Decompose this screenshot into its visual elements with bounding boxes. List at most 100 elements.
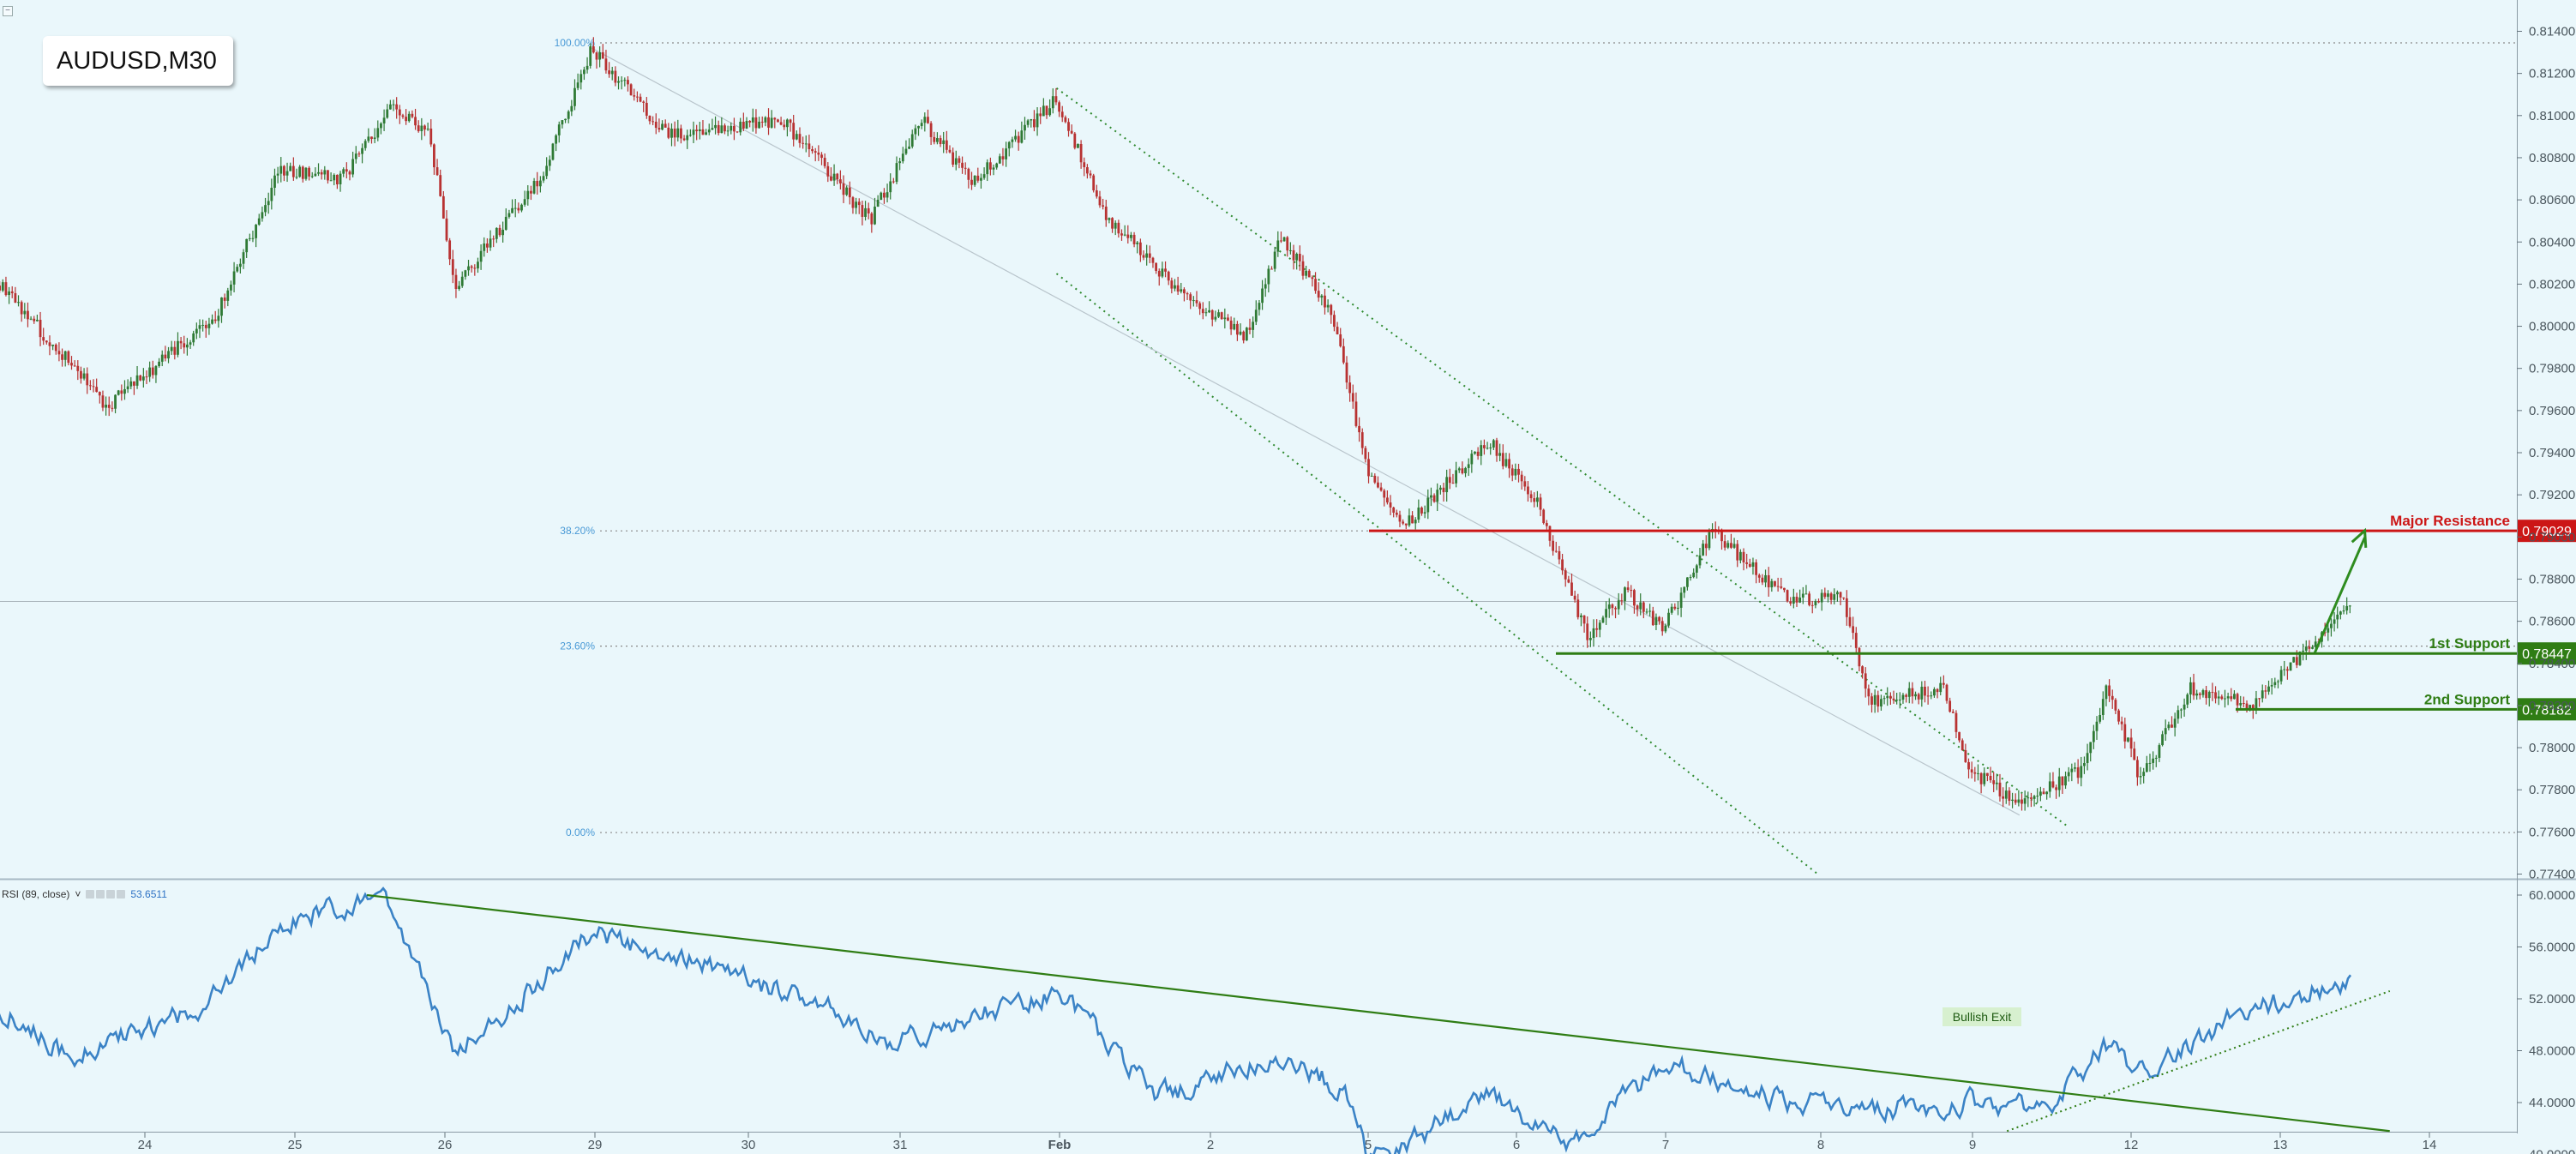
- candle: [1048, 99, 1052, 117]
- candle: [1992, 772, 1996, 792]
- more-icon[interactable]: [117, 890, 126, 899]
- price-tick-label: 0.81200: [2529, 67, 2575, 81]
- candle: [1880, 694, 1882, 711]
- rsi-tick-label: 48.0000: [2529, 1044, 2575, 1059]
- time-tick-label: 2: [1207, 1138, 1214, 1152]
- level-first-support[interactable]: 1st Support 0.78447: [1556, 635, 2576, 665]
- support-resistance-levels[interactable]: Major Resistance 0.79029 1st Support 0.7844…: [1369, 513, 2576, 721]
- candle: [105, 396, 108, 416]
- candle: [1020, 121, 1024, 144]
- level-major-resistance[interactable]: Major Resistance 0.79029: [1369, 513, 2576, 543]
- candle: [1145, 244, 1149, 266]
- candle: [2189, 676, 2192, 704]
- price-axis[interactable]: 0.81400 0.81200 0.81000 0.80800 0.80600 0.804…: [2517, 25, 2575, 882]
- candle: [207, 317, 211, 335]
- candle: [1905, 693, 1908, 703]
- candle: [2242, 696, 2245, 707]
- rsi-pane[interactable]: [0, 881, 2517, 1131]
- candle: [1114, 220, 1117, 236]
- candle: [4, 276, 8, 297]
- candle: [1624, 586, 1626, 610]
- candle: [2302, 643, 2305, 661]
- candle: [998, 153, 1001, 165]
- candle: [661, 120, 664, 131]
- collapse-toggle-icon[interactable]: −: [3, 6, 13, 16]
- candle: [1098, 190, 1102, 208]
- candle: [133, 381, 135, 395]
- candle: [426, 123, 429, 131]
- candle: [2083, 756, 2086, 774]
- candle: [388, 99, 392, 110]
- candle: [2264, 685, 2267, 699]
- rsi-trendline[interactable]: [366, 893, 2390, 1133]
- candle: [1539, 493, 1542, 517]
- candle: [610, 66, 614, 81]
- candle: [792, 114, 796, 147]
- candle: [1642, 601, 1645, 619]
- candle: [1798, 589, 1802, 604]
- candle: [148, 361, 152, 382]
- rsi-dotted-trendline[interactable]: [2006, 989, 2391, 1133]
- channel-middle-line[interactable]: [591, 47, 2021, 816]
- close-icon[interactable]: [106, 890, 116, 899]
- candle: [2214, 686, 2217, 704]
- candle: [2292, 657, 2296, 663]
- candle: [1198, 301, 1202, 316]
- candle: [2152, 751, 2155, 770]
- price-axis-level-tag: [2518, 642, 2576, 665]
- candle: [1667, 608, 1670, 628]
- candle: [2183, 698, 2186, 717]
- candle: [608, 62, 610, 78]
- rsi-legend-menu-icon[interactable]: ˅: [75, 888, 81, 900]
- descending-channel[interactable]: [591, 47, 2070, 875]
- candle: [648, 115, 652, 125]
- rsi-legend-buttons[interactable]: [86, 890, 126, 899]
- candle: [1645, 608, 1648, 615]
- candle: [795, 130, 798, 141]
- candle: [927, 109, 929, 124]
- candle: [883, 188, 886, 204]
- rsi-legend[interactable]: RSI (89, close) ˅ 53.6511: [2, 886, 167, 903]
- candle: [1295, 252, 1299, 270]
- time-axis[interactable]: 24 25 26 29 30 31 Feb 2 5 6 7 8 9 12 13 14: [138, 1133, 2437, 1152]
- candle: [1520, 471, 1523, 490]
- candle: [423, 124, 426, 136]
- rsi-legend-value: 53.6511: [130, 888, 167, 900]
- level-second-support[interactable]: 2nd Support 0.78182: [2236, 691, 2576, 721]
- candle: [1692, 568, 1696, 579]
- candle: [257, 213, 261, 226]
- price-tick-label: 0.79200: [2529, 488, 2575, 502]
- candle: [614, 66, 617, 87]
- candle: [814, 147, 817, 162]
- candle: [1180, 282, 1183, 294]
- candle: [870, 212, 874, 233]
- projection-arrow[interactable]: [2313, 527, 2368, 654]
- candle: [14, 286, 17, 304]
- settings-icon[interactable]: [96, 890, 105, 899]
- candle: [929, 121, 933, 146]
- candle: [1448, 468, 1451, 490]
- time-tick-label: 24: [138, 1138, 153, 1152]
- candle: [1951, 709, 1955, 713]
- candle: [823, 153, 826, 169]
- candle: [1789, 597, 1792, 606]
- bullish-exit-label[interactable]: Bullish Exit: [1943, 1007, 2021, 1026]
- candle: [751, 108, 754, 132]
- eye-icon[interactable]: [86, 890, 95, 899]
- candle: [27, 302, 29, 328]
- candle: [673, 121, 676, 147]
- candle: [1314, 272, 1317, 294]
- main-pane[interactable]: [0, 0, 2517, 878]
- candle: [1273, 246, 1276, 272]
- candle: [2233, 690, 2236, 700]
- candle: [933, 131, 936, 145]
- rsi-axis[interactable]: 60.0000 56.0000 52.0000 48.0000 44.0000 40.00…: [2517, 888, 2575, 1154]
- candle: [117, 389, 120, 396]
- candle: [895, 156, 898, 184]
- candle: [1545, 520, 1548, 530]
- candle: [1455, 461, 1458, 488]
- channel-upper-line[interactable]: [1055, 87, 2070, 829]
- candle: [1333, 310, 1336, 332]
- candle: [564, 118, 567, 123]
